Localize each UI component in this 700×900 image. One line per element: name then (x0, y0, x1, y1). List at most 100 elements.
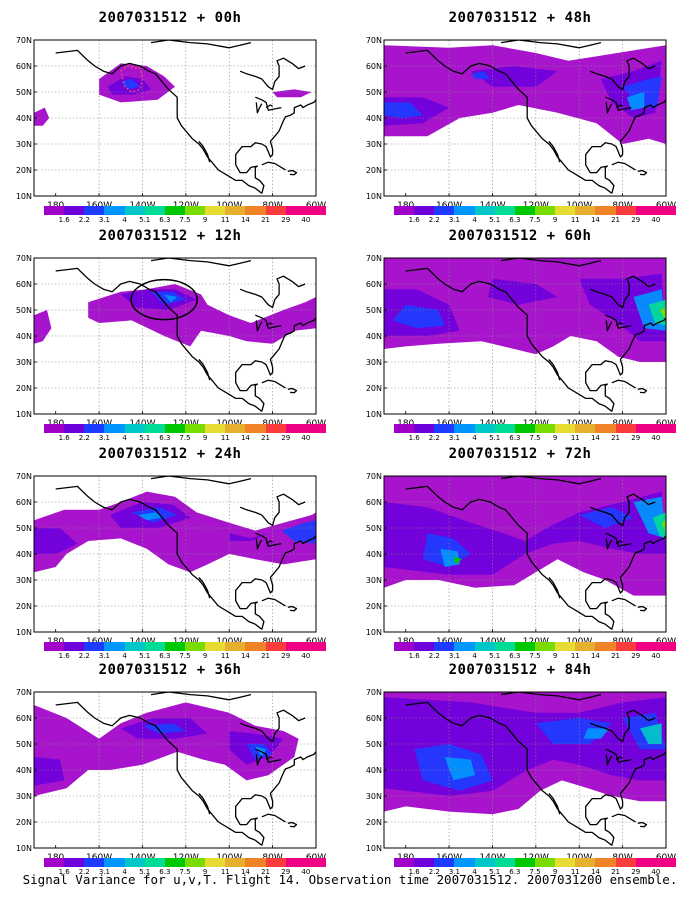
map-plot: 10N20N30N40N50N60N70N180160W140W120W100W… (16, 472, 326, 647)
variance-contour (34, 757, 65, 786)
map-plot: 10N20N30N40N50N60N70N180160W140W120W100W… (16, 254, 326, 429)
coastline (55, 267, 263, 412)
coastline (255, 754, 263, 766)
colorbar-swatch (474, 642, 495, 651)
colorbar-level-label: 9 (552, 868, 558, 876)
colorbar-swatch (205, 642, 226, 651)
figure-caption: Signal Variance for u,v,T. Flight 14. Ob… (22, 872, 678, 887)
colorbar-level-label: 21 (611, 868, 621, 876)
panel-title: 2007031512 + 60h (448, 228, 592, 244)
colorbar-swatch (84, 858, 105, 867)
y-tick-label: 60N (366, 498, 382, 507)
coastline (611, 597, 636, 607)
colorbar-level-label: 2.2 (78, 652, 90, 660)
coastline (405, 485, 613, 630)
coastline (198, 358, 211, 381)
colorbar-swatch (555, 642, 576, 651)
colorbar-swatch (474, 858, 495, 867)
colorbar-level-label: 21 (261, 868, 271, 876)
colorbar-swatch (394, 206, 415, 215)
colorbar-level-label: 7.5 (529, 434, 541, 442)
colorbar-swatch (454, 206, 475, 215)
y-tick-label: 50N (366, 740, 382, 749)
colorbar-level-label: 40 (651, 652, 661, 660)
coastline (151, 258, 252, 267)
colorbar-level-label: 1.6 (408, 216, 420, 224)
colorbar-swatch (575, 424, 596, 433)
colorbar-swatch (414, 424, 435, 433)
y-tick-label: 50N (16, 524, 32, 533)
y-tick-label: 10N (16, 628, 32, 637)
coastline (55, 701, 263, 846)
colorbar-swatch (474, 424, 495, 433)
map-panel: 2007031512 + 00h10N20N30N40N50N60N70N180… (0, 10, 340, 225)
y-tick-label: 20N (366, 818, 382, 827)
colorbar-swatch (44, 858, 65, 867)
colorbar-level-label: 14 (240, 868, 250, 876)
y-tick-label: 10N (366, 410, 382, 419)
variance-contour (444, 757, 476, 781)
colorbar-level-label: 7.5 (179, 434, 191, 442)
coastline (265, 756, 273, 761)
colorbar-swatch (394, 642, 415, 651)
colorbar-labels: 1.6 2.2 3.1 4 5.1 6.3 7.5 9 11 14 21 29 40 (394, 867, 676, 877)
colorbar-level-label: 5.1 (139, 868, 151, 876)
colorbar-swatch (225, 858, 246, 867)
colorbar-swatch (454, 642, 475, 651)
colorbar-labels: 1.6 2.2 3.1 4 5.1 6.3 7.5 9 11 14 21 29 40 (44, 651, 326, 661)
highlight-circle (130, 278, 198, 321)
colorbar-swatch (655, 424, 676, 433)
y-tick-label: 10N (16, 192, 32, 201)
colorbar-swatch (64, 642, 85, 651)
colorbar: 1.6 2.2 3.1 4 5.1 6.3 7.5 9 11 14 21 29 40 (394, 858, 676, 880)
colorbar: 1.6 2.2 3.1 4 5.1 6.3 7.5 9 11 14 21 29 40 (394, 642, 676, 664)
colorbar-level-label: 11 (220, 434, 230, 442)
variance-contour (229, 533, 269, 541)
colorbar-swatch (84, 424, 105, 433)
colorbar-swatch (305, 642, 326, 651)
colorbar-level-label: 11 (570, 868, 580, 876)
colorbar-level-label: 21 (611, 434, 621, 442)
coastline (637, 387, 648, 394)
y-tick-label: 30N (366, 358, 382, 367)
colorbar-level-label: 6.3 (159, 216, 171, 224)
colorbar-swatch (635, 858, 656, 867)
variance-contour (583, 728, 610, 739)
coastline (548, 140, 561, 163)
colorbar-swatch (454, 424, 475, 433)
colorbar-swatch (474, 206, 495, 215)
y-tick-label: 20N (16, 602, 32, 611)
colorbar-swatches (394, 858, 676, 867)
colorbar-swatch (245, 206, 266, 215)
variance-contour (661, 520, 666, 534)
y-tick-label: 50N (366, 88, 382, 97)
variance-contour (440, 548, 460, 567)
colorbar-level-label: 1.6 (58, 434, 70, 442)
colorbar-swatch (394, 424, 415, 433)
coastline (315, 312, 316, 314)
coastline (637, 821, 648, 828)
colorbar-swatch (225, 206, 246, 215)
variance-contour (392, 304, 445, 329)
colorbar-swatch (514, 642, 535, 651)
coastline (589, 275, 656, 309)
colorbar-level-label: 3.1 (448, 434, 460, 442)
coastline (585, 535, 666, 630)
colorbar-swatches (44, 424, 326, 433)
colorbar-swatch (655, 206, 676, 215)
colorbar-swatch (595, 424, 616, 433)
colorbar-swatch (164, 206, 185, 215)
colorbar-level-label: 11 (570, 434, 580, 442)
y-tick-label: 40N (366, 332, 382, 341)
colorbar-level-label: 5.1 (489, 216, 501, 224)
colorbar-swatch (555, 424, 576, 433)
y-tick-label: 10N (366, 628, 382, 637)
colorbar-level-label: 9 (202, 652, 208, 660)
colorbar-swatch (414, 206, 435, 215)
colorbar-swatch (305, 424, 326, 433)
coastline (239, 275, 306, 309)
coastline (55, 485, 263, 630)
colorbar-swatch (635, 424, 656, 433)
map-plot: 10N20N30N40N50N60N70N180160W140W120W100W… (366, 472, 676, 647)
coastline (611, 161, 636, 171)
